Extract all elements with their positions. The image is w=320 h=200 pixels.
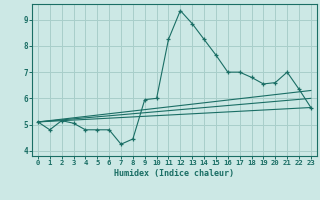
X-axis label: Humidex (Indice chaleur): Humidex (Indice chaleur) — [115, 169, 234, 178]
